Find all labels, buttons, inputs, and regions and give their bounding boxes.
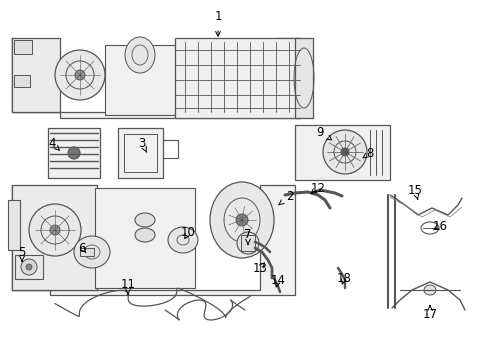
Ellipse shape: [50, 225, 60, 235]
Ellipse shape: [135, 213, 155, 227]
Text: 12: 12: [310, 181, 325, 194]
Ellipse shape: [340, 148, 348, 156]
Text: 17: 17: [422, 306, 437, 321]
Ellipse shape: [209, 182, 273, 258]
Bar: [8, 200, 20, 250]
Bar: [105, 45, 175, 115]
Bar: [14, 75, 30, 87]
Bar: [175, 38, 299, 118]
Text: 3: 3: [138, 136, 146, 152]
Bar: [118, 128, 163, 178]
Bar: [15, 255, 43, 279]
Bar: [14, 40, 32, 54]
Bar: [124, 134, 157, 172]
Text: 9: 9: [316, 126, 331, 140]
Text: 1: 1: [214, 9, 221, 36]
Ellipse shape: [75, 70, 85, 80]
Text: 11: 11: [120, 279, 135, 294]
Text: 4: 4: [48, 136, 59, 150]
Bar: [241, 235, 254, 251]
Ellipse shape: [323, 130, 366, 174]
Ellipse shape: [68, 147, 80, 159]
Text: 15: 15: [407, 184, 422, 199]
Bar: [294, 38, 312, 118]
Ellipse shape: [21, 259, 37, 275]
Text: 18: 18: [336, 271, 351, 284]
Ellipse shape: [236, 214, 247, 226]
Bar: [95, 188, 195, 288]
Text: 6: 6: [78, 242, 85, 255]
Text: 16: 16: [431, 220, 447, 233]
Ellipse shape: [168, 227, 198, 253]
Ellipse shape: [423, 285, 435, 295]
Ellipse shape: [55, 50, 105, 100]
Text: 8: 8: [363, 147, 373, 159]
Ellipse shape: [135, 228, 155, 242]
Text: 7: 7: [244, 229, 251, 244]
Polygon shape: [12, 38, 299, 118]
Text: 13: 13: [252, 261, 267, 275]
Ellipse shape: [125, 37, 155, 73]
Bar: [12, 38, 60, 112]
Text: 5: 5: [18, 246, 26, 261]
Polygon shape: [12, 185, 294, 295]
Bar: [48, 128, 100, 178]
Text: 14: 14: [270, 274, 285, 287]
Text: 2: 2: [278, 189, 293, 205]
Ellipse shape: [74, 236, 110, 268]
Ellipse shape: [26, 264, 32, 270]
Ellipse shape: [29, 204, 81, 256]
Ellipse shape: [237, 232, 259, 254]
Bar: [80, 248, 94, 256]
Bar: [12, 185, 97, 290]
Bar: [294, 125, 389, 180]
Text: 10: 10: [180, 226, 195, 239]
